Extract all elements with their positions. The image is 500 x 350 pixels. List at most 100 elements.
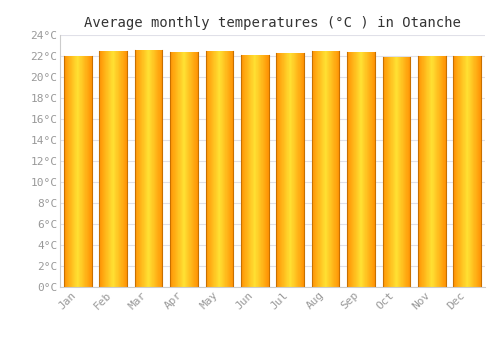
Bar [101,51,102,287]
Bar [123,51,124,287]
Bar [386,57,387,287]
Bar [297,53,298,287]
Bar [66,56,67,287]
Bar [211,51,212,287]
Bar [432,56,433,287]
Bar [419,56,420,287]
Bar [173,52,174,287]
Bar [365,52,366,287]
Bar [282,53,283,287]
Bar [148,50,149,287]
Bar [407,57,408,287]
Bar [181,52,182,287]
Bar [318,51,319,287]
Bar [400,57,401,287]
Bar [226,51,227,287]
Bar [313,51,314,287]
Bar [65,56,66,287]
Bar [401,57,402,287]
Bar [113,51,114,287]
Bar [91,56,92,287]
Bar [369,52,370,287]
Bar [355,52,356,287]
Bar [336,51,338,287]
Bar [435,56,436,287]
Bar [430,56,431,287]
Bar [474,56,475,287]
Bar [134,50,136,287]
Bar [141,50,142,287]
Bar [324,51,325,287]
Bar [408,57,409,287]
Bar [77,56,78,287]
Bar [321,51,322,287]
Bar [478,56,479,287]
Bar [259,55,260,287]
Bar [111,51,112,287]
Bar [406,57,407,287]
Bar [459,56,460,287]
Bar [106,51,107,287]
Bar [382,57,383,287]
Bar [146,50,147,287]
Bar [184,52,185,287]
Bar [196,52,198,287]
Bar [256,55,257,287]
Bar [291,53,292,287]
Bar [176,52,177,287]
Bar [258,55,259,287]
Bar [158,50,159,287]
Bar [253,55,254,287]
Bar [143,50,144,287]
Bar [279,53,280,287]
Bar [398,57,400,287]
Bar [424,56,426,287]
Bar [339,51,340,287]
Bar [102,51,103,287]
Bar [218,51,219,287]
Bar [373,52,374,287]
Bar [332,51,333,287]
Bar [280,53,281,287]
Title: Average monthly temperatures (°C ) in Otanche: Average monthly temperatures (°C ) in Ot… [84,16,461,30]
Bar [425,56,426,287]
Bar [479,56,480,287]
Bar [104,51,105,287]
Bar [317,51,318,287]
Bar [303,53,304,287]
Bar [215,51,216,287]
Bar [89,56,90,287]
Bar [387,57,388,287]
Bar [90,56,91,287]
Bar [443,56,444,287]
Bar [335,51,336,287]
Bar [466,56,467,287]
Bar [119,51,120,287]
Bar [347,52,348,287]
Bar [384,57,385,287]
Bar [144,50,146,287]
Bar [440,56,442,287]
Bar [147,50,148,287]
Bar [193,52,194,287]
Bar [114,51,115,287]
Bar [212,51,214,287]
Bar [421,56,422,287]
Bar [390,57,391,287]
Bar [469,56,470,287]
Bar [295,53,296,287]
Bar [217,51,218,287]
Bar [475,56,476,287]
Bar [331,51,332,287]
Bar [463,56,464,287]
Bar [292,53,293,287]
Bar [124,51,125,287]
Bar [88,56,89,287]
Bar [225,51,226,287]
Bar [251,55,252,287]
Bar [145,50,146,287]
Bar [186,52,188,287]
Bar [333,51,334,287]
Bar [195,52,196,287]
Bar [159,50,160,287]
